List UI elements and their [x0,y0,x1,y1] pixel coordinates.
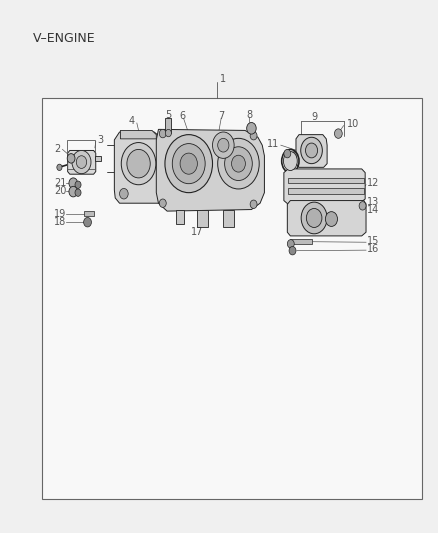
Circle shape [218,139,259,189]
Text: 1: 1 [220,74,226,84]
Circle shape [120,189,128,199]
Bar [290,239,312,244]
Polygon shape [176,209,184,224]
Circle shape [212,132,234,158]
Bar [166,118,171,133]
Circle shape [359,201,366,210]
Circle shape [67,154,75,163]
Text: 10: 10 [346,119,359,129]
Text: V–ENGINE: V–ENGINE [33,32,95,45]
Text: 11: 11 [267,139,279,149]
Circle shape [232,155,245,172]
Circle shape [180,153,198,174]
Text: 6: 6 [179,111,185,121]
Circle shape [121,142,156,185]
Circle shape [247,123,256,134]
Circle shape [335,129,342,139]
Text: 19: 19 [54,209,66,219]
Circle shape [159,199,166,207]
Circle shape [305,143,318,158]
Text: 15: 15 [367,236,379,246]
Polygon shape [284,169,365,204]
Circle shape [287,240,294,248]
Polygon shape [156,130,265,211]
Polygon shape [198,209,208,227]
Circle shape [166,130,171,137]
Polygon shape [120,131,156,139]
Circle shape [289,246,296,255]
Circle shape [84,217,92,227]
Ellipse shape [283,151,297,171]
Text: 18: 18 [54,217,66,227]
Circle shape [75,181,81,189]
Text: 2: 2 [54,144,60,155]
Text: 14: 14 [367,205,379,215]
Text: 8: 8 [246,110,252,120]
Text: 21: 21 [54,178,66,188]
Text: 4: 4 [129,116,135,126]
Circle shape [127,149,150,178]
Circle shape [325,212,338,227]
Circle shape [159,130,166,138]
Text: 3: 3 [97,135,103,145]
Text: 5: 5 [165,110,171,120]
Circle shape [165,135,212,192]
Circle shape [218,139,229,152]
Circle shape [69,178,78,189]
Text: 9: 9 [311,112,318,122]
Text: 7: 7 [218,111,224,121]
Circle shape [172,143,205,184]
Text: 12: 12 [367,178,379,188]
Circle shape [301,202,327,234]
Circle shape [250,132,257,140]
Circle shape [301,138,322,164]
Circle shape [75,189,81,196]
Circle shape [250,200,257,208]
Circle shape [76,156,87,168]
Circle shape [72,150,91,174]
Circle shape [306,208,322,228]
Text: 17: 17 [191,227,204,237]
Polygon shape [67,150,96,174]
Circle shape [57,164,62,171]
Text: 16: 16 [367,244,379,254]
Bar [42,98,422,498]
Polygon shape [287,200,366,236]
Polygon shape [223,209,234,227]
Polygon shape [95,156,100,161]
Polygon shape [288,178,364,183]
Text: 20: 20 [54,186,66,196]
Polygon shape [288,189,364,193]
Polygon shape [296,135,327,167]
Polygon shape [114,132,163,203]
Circle shape [284,149,291,158]
Bar [84,211,94,216]
Text: 13: 13 [367,197,379,207]
Circle shape [225,147,252,181]
Circle shape [69,187,78,197]
